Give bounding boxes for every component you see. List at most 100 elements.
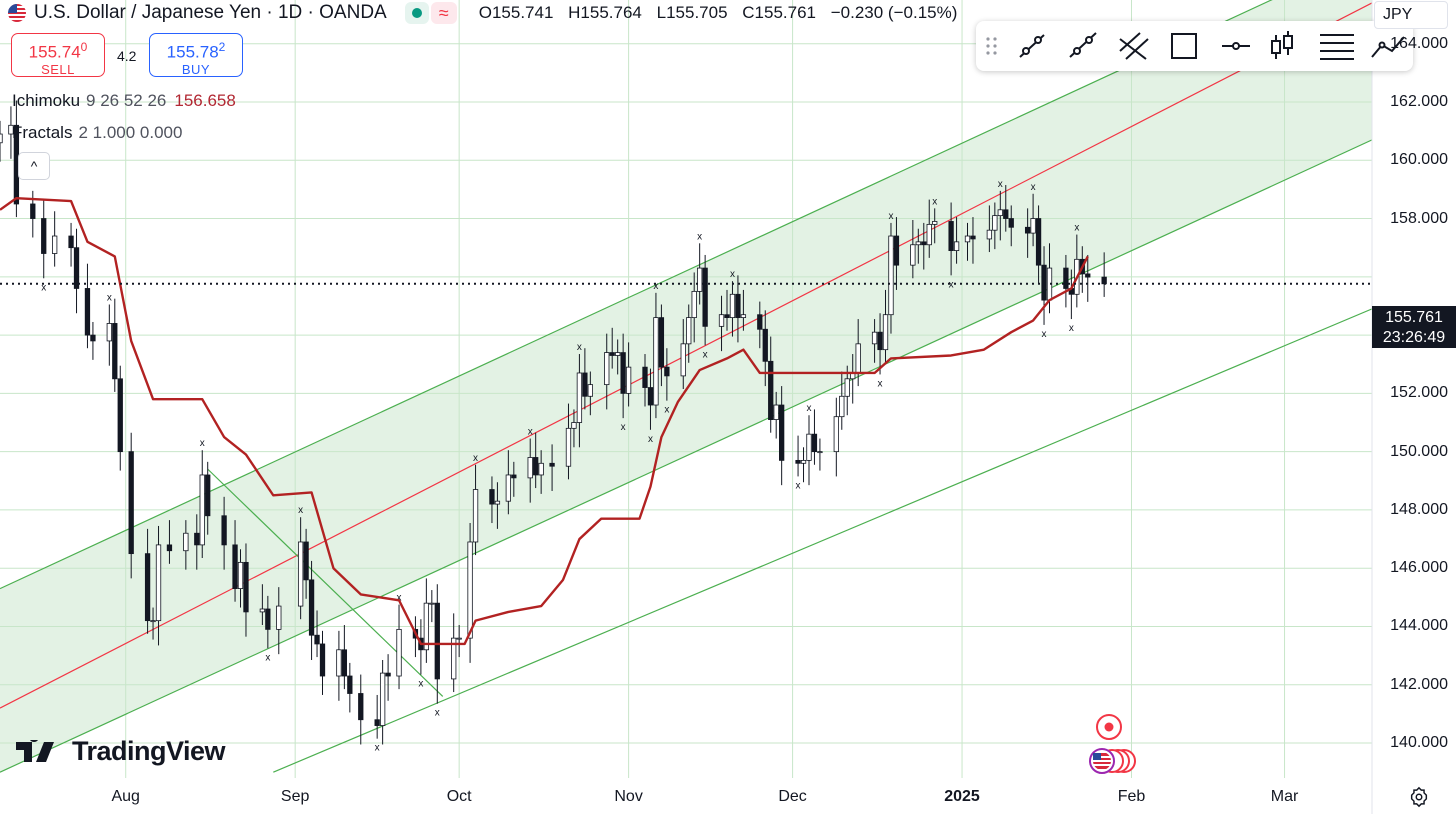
- candle-body: [297, 541, 304, 607]
- candle-body: [505, 474, 512, 502]
- open-value: 155.741: [491, 3, 554, 22]
- x-tick-label: 2025: [944, 788, 980, 805]
- x-tick-label: Sep: [280, 788, 310, 805]
- candle-body: [882, 314, 889, 351]
- last-price-value: 155.761: [1385, 309, 1443, 326]
- y-tick-label: 144.000: [1390, 617, 1448, 635]
- candle-body: [128, 451, 134, 555]
- candle-body: [472, 489, 479, 543]
- candle-body: [762, 328, 768, 362]
- candle-body: [609, 352, 615, 356]
- ichimoku-legend[interactable]: Ichimoku 9 26 52 26 156.658: [12, 91, 236, 110]
- candle-body: [625, 366, 632, 394]
- drawing-toolbar: [976, 21, 1413, 71]
- candle-body: [686, 317, 692, 345]
- y-tick-label: 150.000: [1390, 442, 1448, 460]
- bar-countdown: 23:26:49: [1382, 329, 1446, 346]
- candle-body: [587, 384, 593, 397]
- candle-body: [576, 372, 583, 423]
- fractals-legend[interactable]: Fractals 2 1.000 0.000: [12, 123, 183, 142]
- usd-jpy-flag-icon: [8, 4, 26, 22]
- x-tick-label: Feb: [1117, 788, 1146, 805]
- candle-body: [795, 459, 801, 464]
- candle-body: [423, 602, 430, 651]
- candle-body: [303, 541, 309, 581]
- settings-gear-icon[interactable]: [1408, 786, 1430, 808]
- rectangle-icon[interactable]: [1171, 33, 1197, 59]
- candle-body: [434, 602, 440, 680]
- candle-body: [735, 293, 741, 319]
- candle-body: [41, 218, 47, 254]
- high-value: 155.764: [580, 3, 642, 22]
- market-open-status-icon[interactable]: [404, 2, 429, 24]
- fractal-up-mark: x: [888, 211, 893, 222]
- candle-body: [970, 235, 976, 240]
- fib-retracement-icon[interactable]: [1320, 34, 1354, 60]
- candle-body: [237, 561, 244, 589]
- candle-body: [839, 395, 845, 418]
- candle-body: [341, 649, 348, 677]
- fractal-down-mark: x: [375, 743, 380, 754]
- candle-body: [467, 541, 473, 639]
- fractal-down-mark: x: [949, 279, 954, 290]
- drag-handle-icon[interactable]: [986, 37, 997, 55]
- y-tick-label: 146.000: [1390, 559, 1448, 577]
- us-event-flags-icon[interactable]: [1089, 748, 1136, 774]
- candle-body: [697, 267, 703, 292]
- fractal-down-mark: x: [1069, 323, 1074, 334]
- symbol-title[interactable]: U.S. Dollar / Japanese Yen · 1D · OANDA: [34, 2, 387, 23]
- candle-body: [429, 602, 435, 605]
- candle-body: [166, 544, 173, 552]
- candle-body: [494, 500, 501, 505]
- candle-body: [155, 544, 162, 622]
- candle-body: [582, 372, 588, 397]
- candle-body: [642, 366, 648, 388]
- candle-body: [84, 288, 91, 336]
- y-tick-label: 140.000: [1390, 734, 1448, 752]
- data-feed-icon[interactable]: ≈: [430, 2, 457, 24]
- x-tick-label: Dec: [778, 788, 807, 805]
- sell-button[interactable]: 155.740 SELL: [11, 33, 105, 77]
- candle-body: [106, 323, 112, 342]
- candle-body: [308, 579, 315, 636]
- fractal-up-mark: x: [806, 403, 811, 414]
- candle-body: [1085, 273, 1091, 278]
- fractal-down-mark: x: [664, 405, 669, 416]
- candle-body: [533, 457, 539, 476]
- candle-body: [0, 133, 3, 144]
- candle-body: [773, 404, 779, 420]
- candle-body: [806, 433, 812, 461]
- candle-body: [52, 235, 58, 254]
- buy-button[interactable]: 155.782 BUY: [149, 33, 243, 77]
- trend-line-icon[interactable]: [1019, 34, 1045, 58]
- fractal-up-mark: x: [998, 179, 1003, 190]
- candle-body: [817, 451, 823, 454]
- fractal-up-mark: x: [697, 231, 702, 242]
- candle-body: [571, 422, 577, 429]
- parallel-channel-icon[interactable]: [1119, 32, 1149, 60]
- economic-events-marker[interactable]: [1078, 712, 1140, 778]
- candle-body: [986, 229, 993, 240]
- path-icon[interactable]: [1371, 36, 1405, 58]
- tradingview-logo-icon: [16, 739, 54, 762]
- ray-icon[interactable]: [1069, 32, 1097, 58]
- candle-body: [833, 416, 839, 453]
- y-tick-label: 142.000: [1390, 675, 1448, 693]
- fractal-down-mark: x: [265, 652, 270, 663]
- candle-body: [336, 649, 342, 677]
- candle-body: [1024, 226, 1031, 234]
- candles-icon[interactable]: [1271, 31, 1293, 59]
- fractal-down-mark: x: [878, 378, 883, 389]
- currency-selector[interactable]: JPY: [1374, 1, 1448, 29]
- candle-body: [893, 235, 900, 266]
- collapse-legend-button[interactable]: ^: [18, 152, 50, 180]
- channel-lower-line: [0, 139, 1372, 773]
- tradingview-logo[interactable]: TradingView: [16, 736, 226, 767]
- candle-body: [729, 293, 736, 319]
- fractal-up-mark: x: [932, 196, 937, 207]
- y-tick-label: 160.000: [1390, 151, 1448, 169]
- horizontal-line-icon[interactable]: [1222, 42, 1250, 50]
- y-tick-label: 164.000: [1390, 34, 1448, 52]
- channel-fill: [0, 0, 1372, 773]
